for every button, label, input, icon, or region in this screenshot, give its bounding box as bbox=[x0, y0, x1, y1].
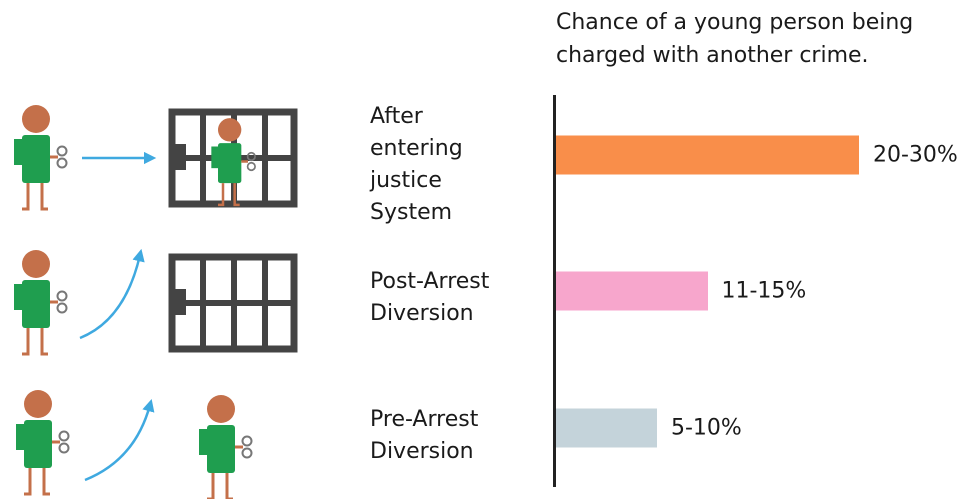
arrow bbox=[79, 248, 145, 340]
category-label: Pre-Arrest Diversion bbox=[370, 407, 479, 464]
value-label: 11-15% bbox=[721, 278, 807, 304]
bar bbox=[556, 408, 657, 448]
value-label: 5-10% bbox=[671, 415, 742, 441]
bar bbox=[556, 135, 859, 175]
illustrations bbox=[12, 105, 540, 499]
youth-figure bbox=[197, 395, 253, 499]
axis-line bbox=[553, 95, 556, 487]
youth-figure bbox=[12, 105, 68, 211]
jail bbox=[170, 257, 294, 349]
youth-figure bbox=[14, 390, 70, 496]
youth-figure bbox=[12, 250, 68, 356]
value-label: 20-30% bbox=[873, 142, 958, 168]
chart-title: Chance of a young person being charged w… bbox=[556, 10, 914, 68]
bar bbox=[556, 271, 708, 311]
category-label: Post-Arrest Diversion bbox=[370, 269, 490, 326]
arrow bbox=[84, 398, 155, 482]
category-label: After entering justice System bbox=[370, 104, 463, 225]
